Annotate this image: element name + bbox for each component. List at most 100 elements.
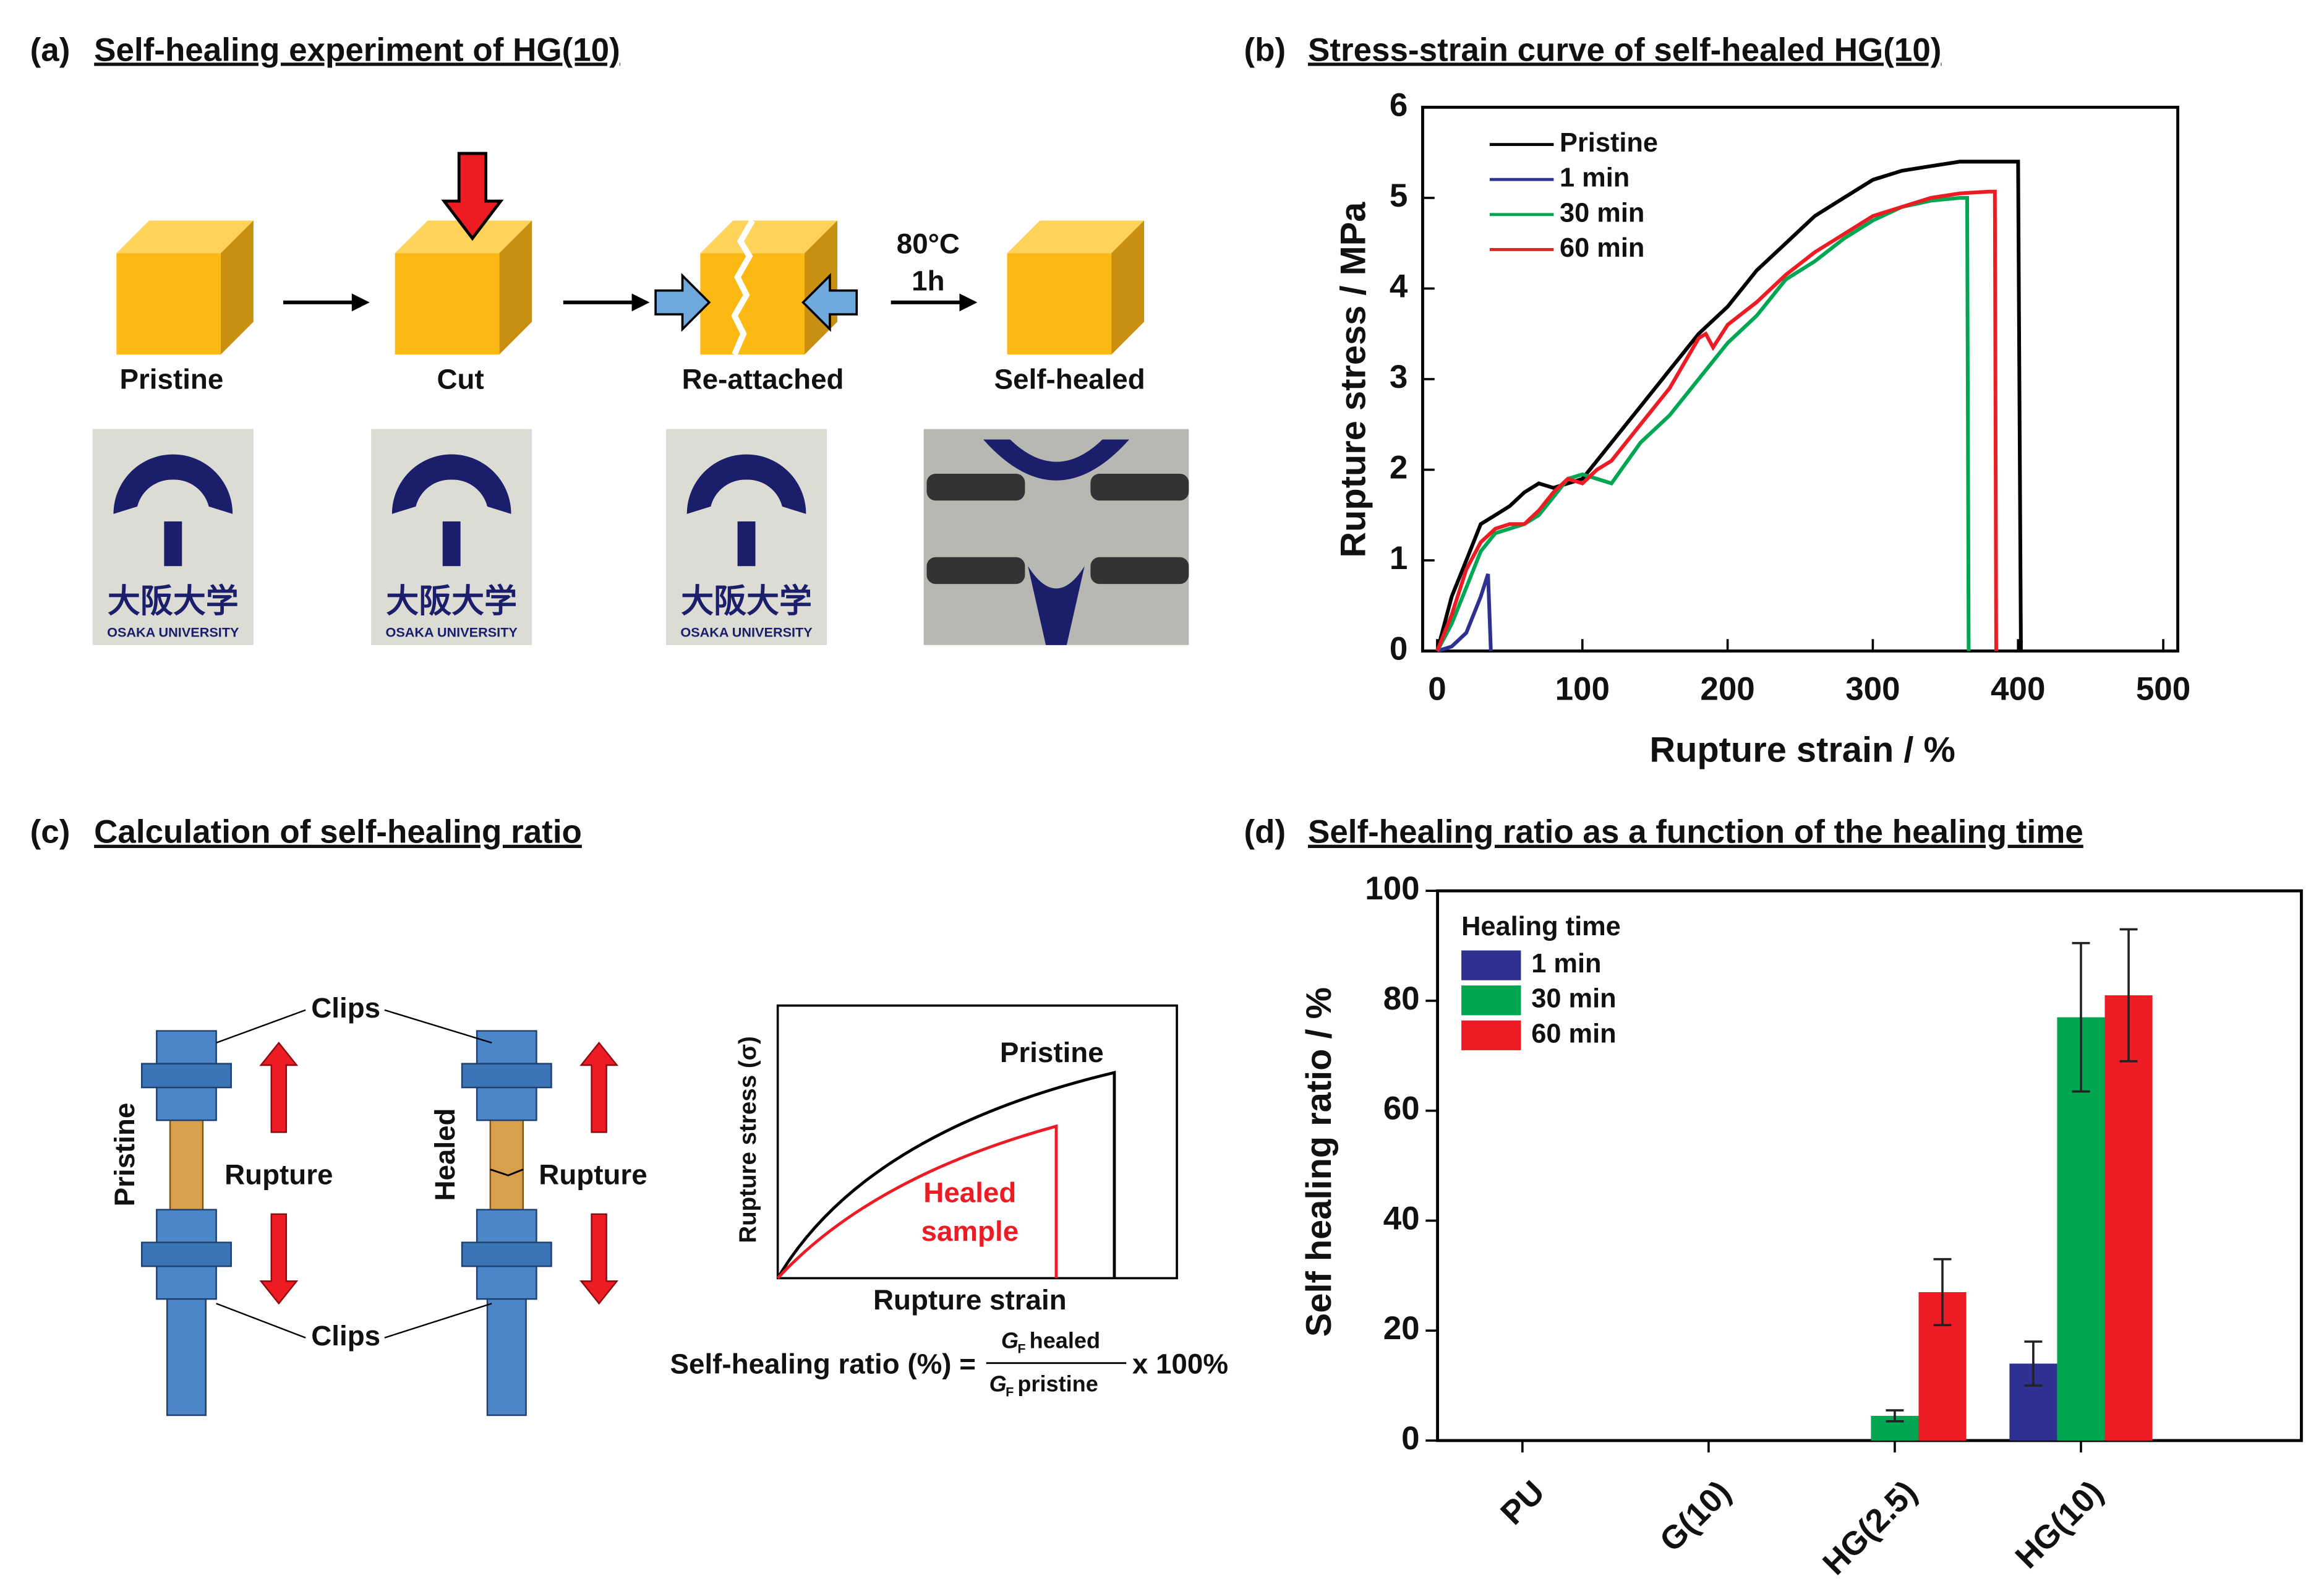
y-tick-label: 20 (1383, 1310, 1420, 1347)
panel-title: Self-healing experiment of HG(10) (94, 32, 620, 68)
arrow-head (631, 293, 650, 312)
sketch-frame (776, 1004, 1178, 1280)
line-series (1435, 160, 2023, 652)
x-tick-label: HG(2.5) (1816, 1474, 1924, 1582)
line-series (1435, 189, 1998, 652)
clamp (926, 557, 1025, 585)
y-tick-label: 0 (1390, 630, 1408, 667)
x-tick-label: 100 (1555, 671, 1610, 708)
clip (486, 1298, 527, 1416)
error-bar (1933, 1258, 1952, 1327)
x-tick-label: 200 (1700, 671, 1754, 708)
panel-label: (c) (30, 814, 70, 851)
y-axis-label: Self healing ratio / % (1299, 987, 1339, 1337)
pull-arrow (579, 1213, 619, 1305)
legend-swatch (1461, 985, 1521, 1016)
clip (141, 1063, 232, 1089)
sketch-ylabel: Rupture stress (σ) (735, 1036, 761, 1243)
y-axis-label: Rupture stress / MPa (1333, 202, 1373, 558)
panel-title: Calculation of self-healing ratio (94, 814, 582, 851)
legend-label: 1 min (1560, 163, 1630, 193)
clamp (926, 473, 1025, 501)
clip-diagram (141, 1009, 619, 1416)
chart-title: Self-healing ratio as a function of the … (1308, 814, 2083, 851)
x-tick-label: 400 (1991, 671, 2045, 708)
formula-symbol: G (989, 1371, 1007, 1396)
error-bar (2119, 928, 2138, 1063)
x-tick-label: 300 (1845, 671, 1900, 708)
cube-top (395, 220, 532, 254)
sample-label: Pristine (109, 1103, 140, 1207)
legend-swatch (1461, 1020, 1521, 1050)
sketch-xlabel: Rupture strain (873, 1284, 1067, 1316)
cube-side (220, 220, 254, 355)
x-tick-label: 500 (2136, 671, 2190, 708)
y-tick-label: 80 (1383, 980, 1420, 1017)
cube-top (116, 220, 254, 254)
panel-label: (d) (1244, 814, 1286, 851)
photo-text: OSAKA UNIVERSITY (680, 624, 813, 640)
legend-label: Pristine (1560, 128, 1658, 158)
line-series (1437, 573, 1493, 653)
clips-label: Clips (311, 1320, 380, 1352)
photo-text: 大阪大学 (681, 583, 812, 619)
heal-line (490, 1168, 524, 1176)
y-tick-label: 1 (1390, 540, 1408, 576)
sample-label: Healed (429, 1108, 461, 1201)
pull-arrow (259, 1213, 299, 1305)
plot-frame (1421, 105, 2179, 653)
legend-label: 30 min (1560, 198, 1644, 228)
cube-diagram (116, 152, 1145, 356)
cube-top (1007, 220, 1145, 254)
rupture-label: Rupture (224, 1159, 333, 1191)
legend-title: Healing time (1461, 912, 1621, 941)
legend-swatch (1461, 950, 1521, 980)
cube-front (116, 253, 221, 355)
sketch-label: Healed (923, 1177, 1016, 1209)
condition: 1h (912, 265, 944, 297)
clip (461, 1241, 552, 1267)
logo (113, 454, 233, 567)
crack (731, 219, 755, 356)
photo-text: OSAKA UNIVERSITY (385, 624, 518, 640)
step-label: Re-attached (682, 364, 844, 395)
photos: 大阪大学 OSAKA UNIVERSITY 大阪大学 OSAKA UNIVERSITY… (92, 429, 1189, 645)
legend-label: 60 min (1560, 233, 1644, 263)
clips-label: Clips (311, 992, 380, 1024)
cube-top (700, 220, 837, 254)
arrow-head (351, 293, 370, 312)
y-tick-label: 3 (1390, 359, 1408, 395)
logo (983, 439, 1130, 645)
sketch-label: sample (921, 1215, 1019, 1247)
panel-label: (a) (30, 32, 70, 68)
line-series (1435, 195, 1971, 652)
formula-numerator: healed (1030, 1328, 1100, 1353)
sketch: Rupture stress (σ) Rupture strain Pristi… (735, 1004, 1178, 1316)
bar (2104, 995, 2153, 1441)
formula-subscript: F (1017, 1341, 1025, 1356)
pull-arrow (579, 1041, 619, 1133)
y-tick-label: 60 (1383, 1091, 1420, 1127)
pull-arrow (259, 1041, 299, 1133)
clip (166, 1298, 207, 1416)
photo-text: 大阪大学 (386, 583, 517, 619)
photo-text: OSAKA UNIVERSITY (107, 624, 239, 640)
cube-side (499, 220, 532, 355)
cube-front (700, 253, 805, 355)
clip (461, 1063, 552, 1089)
chart-title: Stress-strain curve of self-healed HG(10… (1308, 32, 1941, 68)
formula-lhs: Self-healing ratio (%) = (670, 1348, 976, 1380)
sketch-curve (776, 1124, 1058, 1280)
formula-factor: x 100% (1132, 1348, 1228, 1380)
formula-symbol: G (1001, 1328, 1019, 1353)
formula-subscript: F (1006, 1384, 1014, 1400)
x-tick-label: 0 (1428, 671, 1446, 708)
panel-label: (b) (1244, 32, 1286, 68)
error-bar (2072, 941, 2090, 1093)
sketch-label: Pristine (1000, 1037, 1104, 1068)
step-label: Self-healed (994, 364, 1145, 395)
plot-frame (1436, 889, 2303, 1442)
formula: Self-healing ratio (%) = G F healed G F … (670, 1328, 1228, 1400)
y-tick-label: 100 (1365, 870, 1419, 907)
